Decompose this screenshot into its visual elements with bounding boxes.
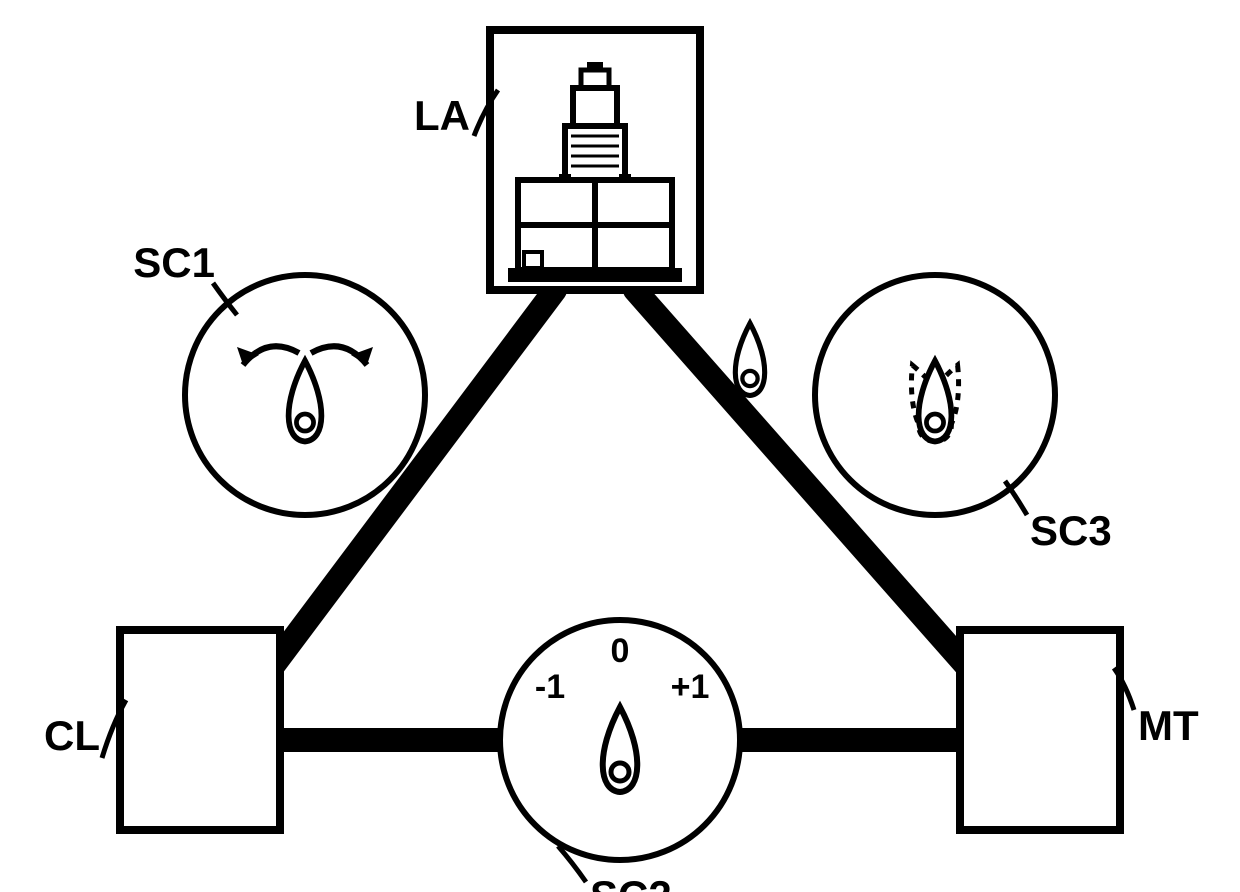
node-sc1 (185, 275, 425, 515)
node-sc3 (815, 275, 1055, 515)
label-cl: CL (44, 712, 100, 759)
node-cl (120, 630, 280, 830)
label-sc1: SC1 (133, 239, 215, 286)
svg-text:0: 0 (611, 632, 630, 670)
free-drop-icon (735, 323, 764, 395)
label-sc2: SC2 (590, 872, 672, 892)
svg-text:-1: -1 (535, 668, 565, 706)
label-sc3: SC3 (1030, 507, 1112, 554)
label-la: LA (414, 92, 470, 139)
svg-text:+1: +1 (671, 668, 710, 706)
label-mt: MT (1138, 702, 1199, 749)
node-mt (960, 630, 1120, 830)
